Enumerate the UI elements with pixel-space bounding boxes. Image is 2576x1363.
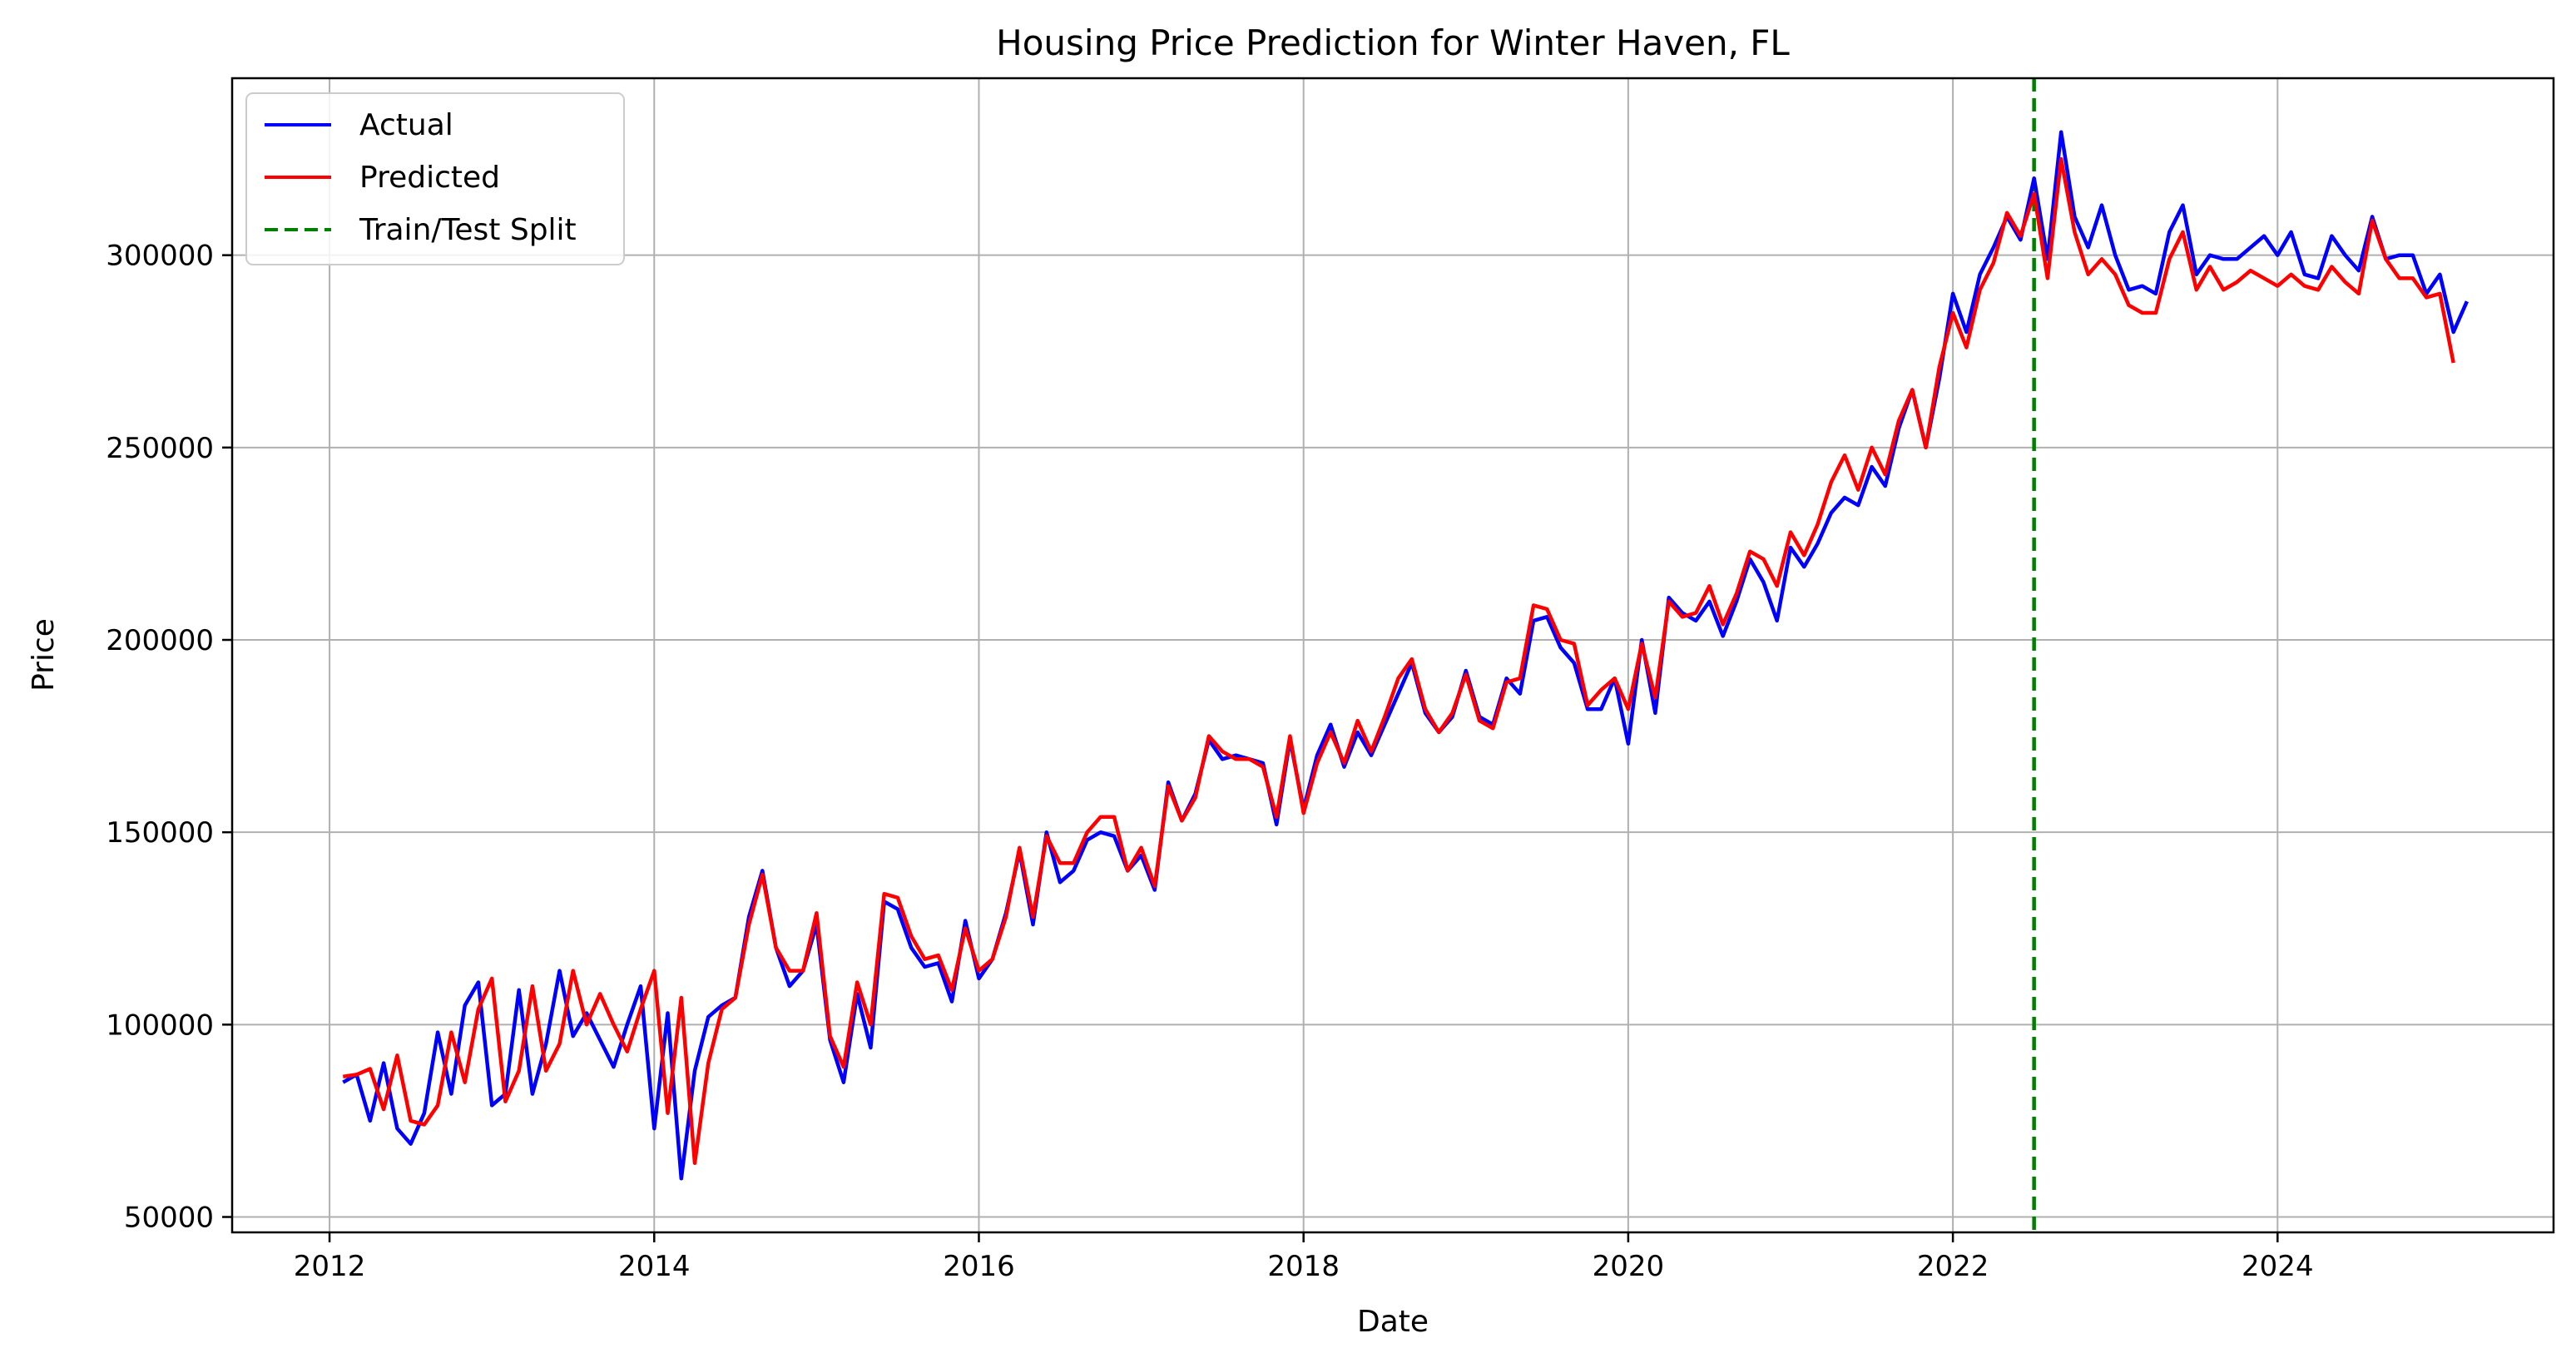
y-tick-label: 150000 (106, 816, 214, 850)
series-line-actual (342, 130, 2469, 1181)
x-tick-label: 2014 (618, 1250, 691, 1283)
grid (232, 78, 2554, 1232)
x-tick-label: 2024 (2242, 1250, 2314, 1283)
x-axis-label: Date (1357, 1305, 1429, 1339)
x-tick-label: 2020 (1593, 1250, 1665, 1283)
x-tick-label: 2018 (1267, 1250, 1340, 1283)
legend-label-predicted: Predicted (359, 161, 500, 195)
y-tick-label: 300000 (106, 240, 214, 273)
y-tick-label: 250000 (106, 432, 214, 465)
x-tick-label: 2022 (1917, 1250, 1989, 1283)
chart-title: Housing Price Prediction for Winter Have… (996, 22, 1790, 63)
plot-area (230, 77, 2555, 1234)
y-axis-label: Price (27, 618, 61, 691)
legend-label-split: Train/Test Split (359, 213, 577, 247)
series-line-predicted (342, 156, 2455, 1166)
x-tick-label: 2016 (943, 1250, 1015, 1283)
y-tick-label: 200000 (106, 624, 214, 657)
series-layer (342, 130, 2469, 1181)
x-axis: 2012 2014 2016 2018 2020 2022 2024 (294, 1232, 2314, 1283)
y-tick-label: 50000 (124, 1202, 214, 1235)
y-tick-label: 100000 (106, 1009, 214, 1042)
legend-box (245, 92, 625, 265)
legend-label-actual: Actual (359, 108, 453, 142)
legend: Actual Predicted Train/Test Split (245, 92, 625, 265)
y-axis: 50000 100000 150000 200000 250000 300000 (106, 240, 232, 1235)
x-tick-label: 2012 (294, 1250, 366, 1283)
